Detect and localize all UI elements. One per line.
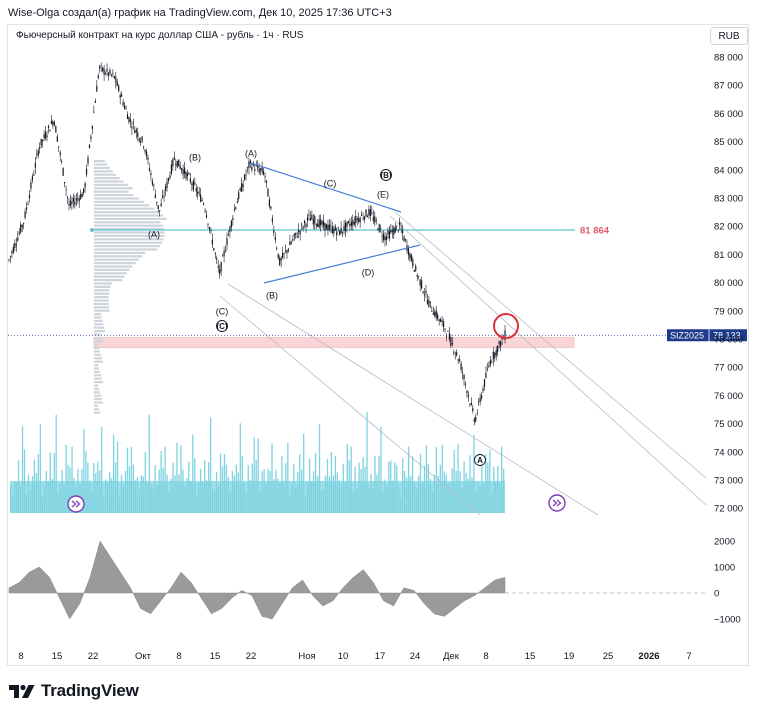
chart-frame	[7, 24, 749, 666]
currency-button[interactable]: RUB	[710, 27, 748, 45]
chart-caption: Wise-Olga создал(а) график на TradingVie…	[8, 7, 392, 19]
tradingview-logo[interactable]: TradingView	[9, 681, 139, 701]
tradingview-logo-icon	[9, 684, 35, 698]
brand-name: TradingView	[41, 681, 139, 700]
chart-title: Фьючерсный контракт на курс доллар США -…	[16, 30, 304, 41]
